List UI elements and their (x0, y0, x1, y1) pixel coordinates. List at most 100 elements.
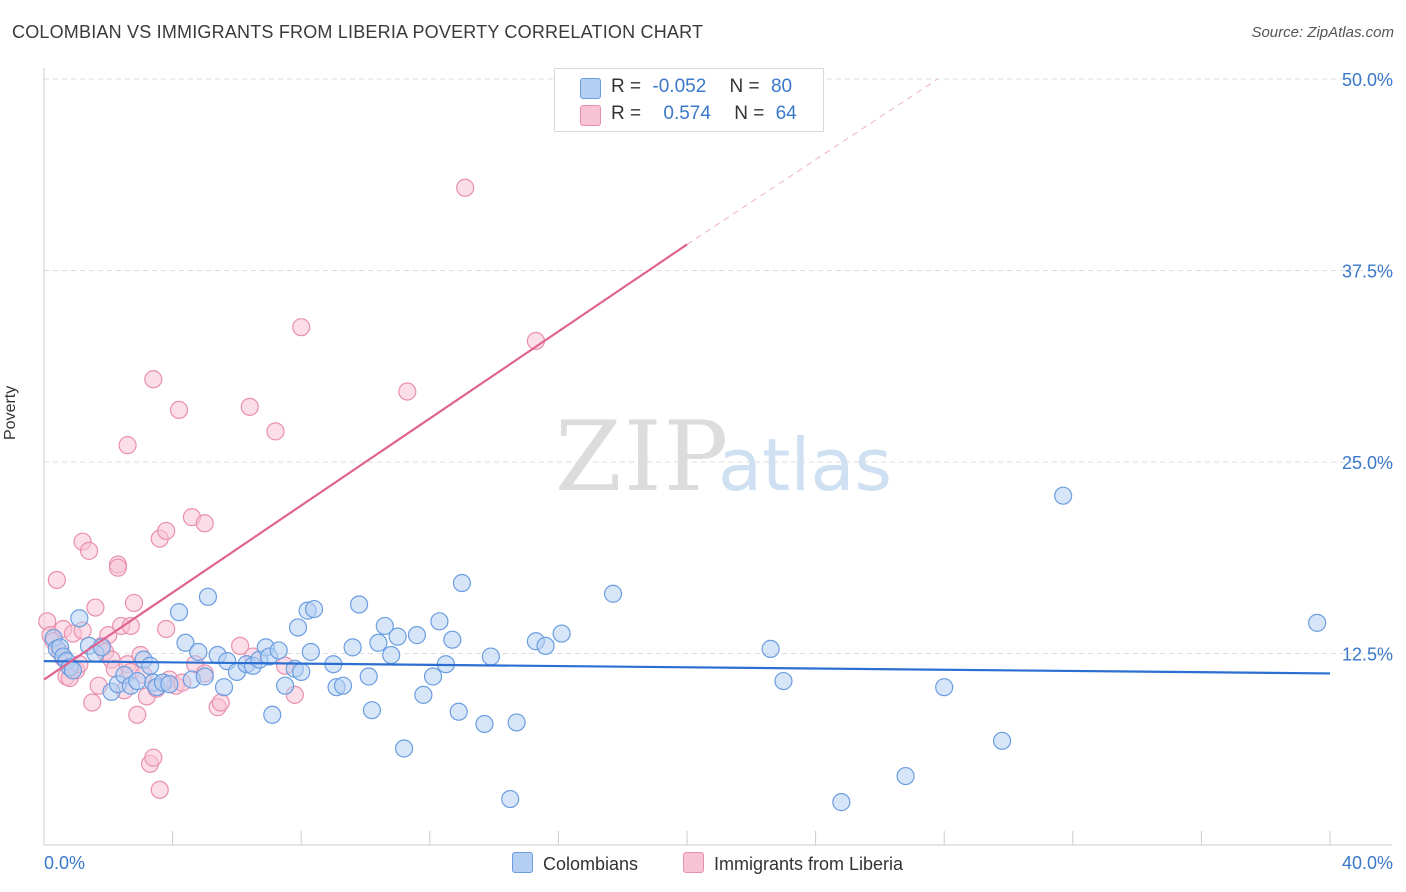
colombian-point (407, 626, 427, 645)
trend-line-liberia (43, 243, 688, 681)
colombian-point (292, 662, 311, 681)
series-colombians (44, 486, 1327, 812)
legend-r-label: R = (611, 103, 642, 124)
colombian-point (333, 676, 353, 695)
legend-swatch-pink (580, 105, 601, 126)
liberia-point (144, 370, 163, 389)
liberia-point (266, 422, 285, 441)
colombian-point (449, 702, 468, 721)
watermark-zip: ZIP (555, 401, 730, 513)
legend-swatch-blue (512, 852, 533, 873)
liberia-point (292, 318, 311, 337)
colombian-point (1308, 613, 1327, 632)
liberia-point (83, 693, 102, 712)
colombian-point (349, 595, 369, 614)
colombian-point (189, 642, 208, 662)
colombian-point (603, 584, 623, 603)
liberia-point (398, 382, 417, 401)
legend-swatch-blue (580, 78, 601, 99)
colombian-point (214, 678, 234, 697)
colombian-point (536, 636, 555, 655)
colombian-point (452, 573, 472, 593)
tick-labels: 12.5% 25.0% 37.5% 50.0% 0.0% 40.0% (44, 70, 1393, 873)
colombian-point (475, 714, 494, 734)
legend-r-label: R = (611, 76, 642, 97)
series-immigrants-from-liberia (38, 178, 545, 799)
colombian-point (935, 678, 954, 697)
liberia-point (124, 593, 144, 613)
liberia-point (47, 570, 66, 590)
colombian-point (359, 667, 378, 686)
colombian-point (301, 642, 320, 662)
colombian-point (430, 612, 449, 631)
legend-n-value: 80 (770, 76, 793, 97)
source-label: Source: ZipAtlas.com (1251, 24, 1394, 41)
colombian-point (414, 685, 433, 704)
watermark: ZIP atlas (555, 401, 892, 513)
trend-lines (43, 78, 1331, 681)
x-tick-label-min: 0.0% (44, 853, 85, 873)
liberia-point (240, 397, 259, 416)
bottom-legend-liberia: Immigrants from Liberia (683, 852, 903, 875)
colombian-point (423, 667, 443, 686)
colombian-point (552, 624, 571, 643)
colombian-point (507, 713, 526, 732)
colombian-point (304, 599, 324, 619)
colombian-point (176, 633, 195, 652)
y-tick-label: 50.0% (1342, 70, 1393, 90)
colombian-point (992, 731, 1012, 750)
legend-n-label: N = (734, 103, 765, 124)
gridlines (44, 78, 1392, 654)
y-axis-label: Poverty (2, 385, 19, 440)
colombian-point (481, 647, 500, 666)
liberia-point (79, 541, 99, 560)
colombian-point (195, 667, 214, 686)
axes (43, 68, 1392, 846)
liberia-point (86, 598, 105, 617)
liberia-point (211, 693, 230, 712)
colombian-point (388, 627, 407, 646)
colombian-point (288, 618, 308, 637)
liberia-point (157, 521, 176, 541)
colombian-point (128, 671, 147, 691)
colombian-point (896, 766, 915, 786)
liberia-point (231, 636, 250, 655)
y-tick-label: 12.5% (1342, 645, 1393, 665)
legend-r-value: -0.052 (652, 76, 707, 97)
colombian-point (761, 639, 780, 659)
colombian-point (394, 739, 414, 758)
colombian-point (169, 603, 189, 622)
colombian-point (1054, 486, 1073, 505)
bottom-legend-colombians: Colombians (512, 852, 638, 875)
legend-label-colombians: Colombians (543, 854, 639, 874)
chart-title: COLOMBIAN VS IMMIGRANTS FROM LIBERIA POV… (12, 22, 704, 42)
colombian-point (198, 587, 218, 606)
liberia-point (128, 705, 147, 724)
colombian-point (369, 633, 388, 652)
y-tick-label: 37.5% (1342, 262, 1393, 282)
colombian-point (832, 793, 851, 812)
colombian-point (140, 656, 160, 675)
legend-label-liberia: Immigrants from Liberia (714, 854, 904, 874)
liberia-point (157, 619, 176, 639)
colombian-point (774, 671, 793, 691)
colombian-point (501, 789, 520, 809)
trend-line-colombians (43, 660, 1331, 675)
colombian-point (343, 638, 362, 657)
liberia-point (150, 780, 169, 799)
liberia-point (118, 436, 137, 455)
correlation-legend: R = -0.052 N = 80 R = 0.574 N = 64 (554, 68, 824, 132)
colombian-point (443, 630, 462, 649)
liberia-point (108, 558, 128, 577)
colombian-point (160, 675, 179, 694)
watermark-atlas: atlas (718, 423, 892, 507)
colombian-point (375, 616, 394, 636)
legend-n-label: N = (729, 76, 760, 97)
colombian-point (382, 645, 401, 665)
liberia-point (195, 514, 214, 533)
colombian-point (276, 676, 295, 695)
colombian-point (362, 701, 382, 720)
colombian-point (269, 641, 288, 660)
legend-swatch-pink (683, 852, 704, 873)
